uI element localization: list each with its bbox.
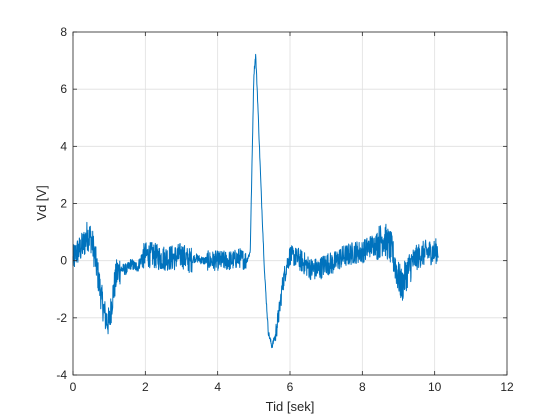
y-tick-label: -2: [56, 311, 67, 325]
y-tick-label: 8: [60, 25, 67, 39]
x-tick-label: 2: [142, 380, 149, 394]
y-axis-label: Vd [V]: [34, 185, 49, 220]
y-tick-label: 0: [60, 254, 67, 268]
x-tick-label: 10: [428, 380, 442, 394]
y-tick-label: 6: [60, 82, 67, 96]
x-tick-label: 8: [359, 380, 366, 394]
data-layer: [72, 53, 439, 349]
x-tick-labels: 0 2 4 6 8 10 12: [70, 380, 514, 394]
tick-marks: [72, 31, 508, 376]
plot-area: 0 2 4 6 8 10 12 -4 -2 0 2 4 6 8: [56, 25, 514, 394]
x-tick-label: 0: [70, 380, 77, 394]
x-tick-label: 4: [214, 380, 221, 394]
y-tick-label: 4: [60, 139, 67, 153]
y-tick-label: -4: [56, 368, 67, 382]
y-tick-label: 2: [60, 197, 67, 211]
series-line: [72, 53, 439, 349]
x-tick-label: 6: [287, 380, 294, 394]
x-axis-label: Tid [sek]: [266, 399, 315, 414]
x-tick-label: 12: [500, 380, 514, 394]
y-tick-labels: -4 -2 0 2 4 6 8: [56, 25, 67, 382]
